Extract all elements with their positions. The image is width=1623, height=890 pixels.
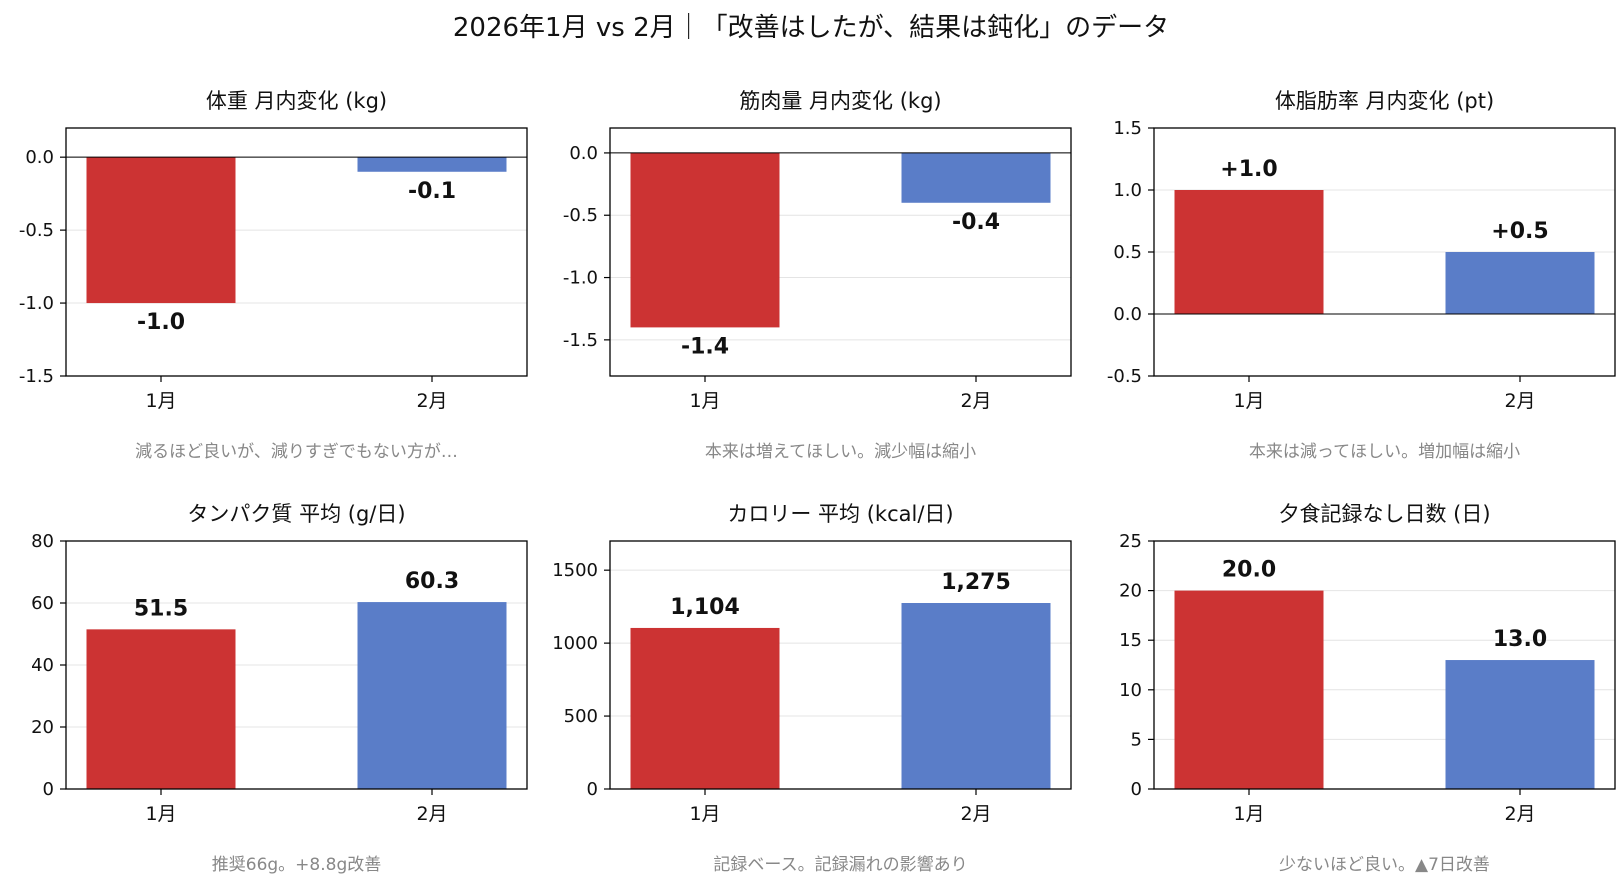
- y-tick-label: -0.5: [563, 205, 598, 226]
- y-tick-label: 1500: [552, 560, 598, 581]
- data-label: 51.5: [134, 596, 188, 621]
- data-label: +1.0: [1220, 157, 1277, 182]
- x-tick-label: 2月: [960, 803, 991, 825]
- y-tick-label: 10: [1119, 680, 1142, 701]
- y-tick-label: -0.5: [19, 220, 54, 241]
- data-label: +0.5: [1491, 219, 1548, 244]
- chart-panel-5: カロリー 平均 (kcal/日) 1500 1000 500 0 1月 2月 1,104 1,2…: [552, 502, 1072, 875]
- chart-panel-3: 体脂肪率 月内変化 (pt) 1.5 1.0 0.5 0.0 -0.5 1月 2月 +1.0 +0…: [1107, 89, 1616, 462]
- data-label: -1.4: [681, 334, 729, 359]
- y-tick-label: -0.5: [1107, 366, 1142, 387]
- chart-note: 本来は増えてほしい。減少幅は縮小: [705, 442, 976, 462]
- x-tick-label: 1月: [689, 803, 720, 825]
- data-label: -0.1: [408, 179, 456, 204]
- bar-feb: [901, 603, 1051, 789]
- x-tick-label: 1月: [145, 803, 176, 825]
- y-tick-label: 20: [31, 717, 54, 738]
- y-tick-label: 0.0: [1113, 304, 1142, 325]
- chart-panel-2: 筋肉量 月内変化 (kg) 0.0 -0.5 -1.0 -1.5 1月 2月 -1.4 -0.4…: [563, 89, 1072, 462]
- y-tick-label: -1.0: [19, 293, 54, 314]
- x-tick-label: 2月: [1504, 803, 1535, 825]
- chart-panel-1: 体重 月内変化 (kg) 0.0 -0.5 -1.0 -1.5 1月 2月 -1.0 -0.1 減…: [19, 89, 528, 462]
- x-tick-label: 2月: [960, 390, 991, 412]
- bar-jan: [630, 627, 780, 789]
- y-tick-label: 40: [31, 655, 54, 676]
- chart-title: 夕食記録なし日数 (日): [1278, 502, 1490, 526]
- chart-title: 体脂肪率 月内変化 (pt): [1275, 89, 1494, 113]
- bar-jan: [1174, 190, 1324, 314]
- x-tick-label: 1月: [1233, 803, 1264, 825]
- bar-feb: [901, 152, 1051, 203]
- data-label: -0.4: [952, 210, 1000, 235]
- y-tick-label: 0: [587, 779, 598, 800]
- data-label: 13.0: [1493, 627, 1547, 652]
- chart-note: 本来は減ってほしい。増加幅は縮小: [1249, 442, 1520, 462]
- chart-title: カロリー 平均 (kcal/日): [727, 502, 953, 526]
- y-tick-label: 5: [1131, 729, 1142, 750]
- y-tick-label: 0.5: [1113, 242, 1142, 263]
- x-tick-label: 2月: [1504, 390, 1535, 412]
- chart-title: 筋肉量 月内変化 (kg): [739, 89, 941, 113]
- bar-feb: [1445, 660, 1595, 789]
- data-label: 20.0: [1222, 558, 1276, 583]
- chart-note: 記録ベース。記録漏れの影響あり: [713, 855, 967, 875]
- data-label: 1,275: [941, 570, 1011, 595]
- y-tick-label: -1.5: [19, 366, 54, 387]
- x-tick-label: 1月: [689, 390, 720, 412]
- data-label: -1.0: [137, 310, 185, 335]
- plot-frame: [1153, 540, 1616, 790]
- plot-frame: [609, 540, 1072, 790]
- chart-panel-4: タンパク質 平均 (g/日) 80 60 40 20 0 1月 2月 51.5 60.3 推奨66g…: [31, 502, 528, 875]
- chart-note: 少ないほど良い。▲7日改善: [1279, 855, 1490, 875]
- y-tick-label: 80: [31, 531, 54, 552]
- chart-title: タンパク質 平均 (g/日): [187, 502, 405, 526]
- chart-panel-6: 夕食記録なし日数 (日) 25 20 15 10 5 0 1月 2月 20.0 13.0 少ないほど良…: [1119, 502, 1616, 875]
- chart-note: 減るほど良いが、減りすぎでもない方が…: [135, 442, 458, 462]
- y-tick-label: -1.5: [563, 330, 598, 351]
- y-tick-label: 0.0: [569, 143, 598, 164]
- y-tick-label: 60: [31, 593, 54, 614]
- y-tick-label: 0.0: [25, 147, 54, 168]
- bar-jan: [630, 152, 780, 328]
- bar-feb: [1445, 252, 1595, 314]
- bar-jan: [86, 157, 236, 304]
- plot-frame: [65, 127, 528, 377]
- figure-title: 2026年1月 vs 2月｜「改善はしたが、結果は鈍化」のデータ: [453, 13, 1169, 43]
- y-tick-label: 1.0: [1113, 180, 1142, 201]
- x-tick-label: 2月: [416, 390, 447, 412]
- data-label: 1,104: [670, 595, 740, 620]
- y-tick-label: 15: [1119, 630, 1142, 651]
- y-tick-label: 20: [1119, 581, 1142, 602]
- y-tick-label: -1.0: [563, 268, 598, 289]
- x-tick-label: 1月: [145, 390, 176, 412]
- bar-jan: [1174, 590, 1324, 789]
- bar-feb: [357, 602, 507, 789]
- plot-frame: [609, 127, 1072, 377]
- x-tick-label: 1月: [1233, 390, 1264, 412]
- y-tick-label: 0: [1131, 779, 1142, 800]
- y-tick-label: 1.5: [1113, 118, 1142, 139]
- bar-feb: [357, 157, 507, 172]
- y-tick-label: 1000: [552, 633, 598, 654]
- y-tick-label: 500: [564, 706, 598, 727]
- chart-title: 体重 月内変化 (kg): [206, 89, 387, 113]
- chart-note: 推奨66g。+8.8g改善: [212, 855, 382, 875]
- data-label: 60.3: [405, 569, 459, 594]
- y-tick-label: 0: [43, 779, 54, 800]
- x-tick-label: 2月: [416, 803, 447, 825]
- y-tick-label: 25: [1119, 531, 1142, 552]
- bar-jan: [86, 629, 236, 789]
